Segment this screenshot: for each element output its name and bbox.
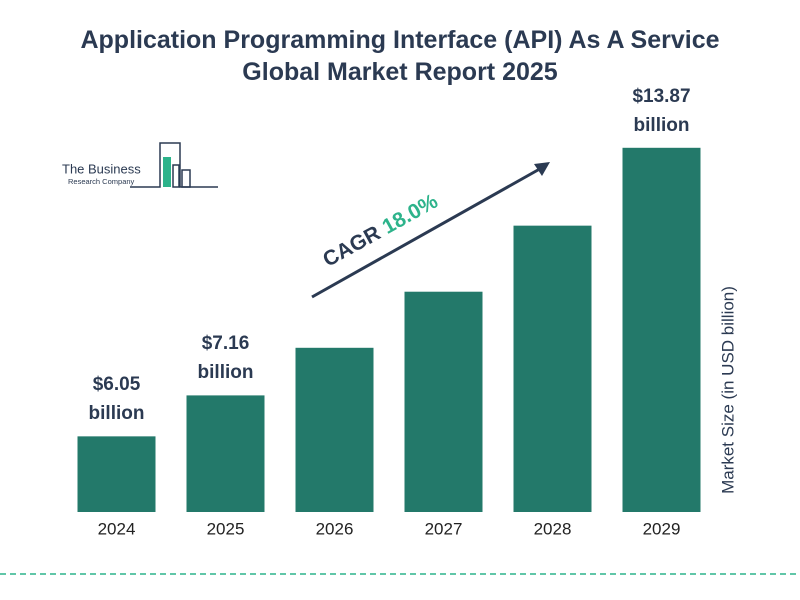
x-tick-label: 2026 xyxy=(316,519,354,538)
x-tick-label: 2025 xyxy=(207,519,245,538)
x-tick-label: 2029 xyxy=(643,519,681,538)
bar xyxy=(404,291,483,512)
bar xyxy=(295,347,374,512)
logo: The Business Research Company xyxy=(62,142,218,188)
bar xyxy=(513,225,592,512)
logo-line1: The Business xyxy=(62,161,141,176)
value-label: $6.05 billion xyxy=(88,374,145,425)
cagr-arrowhead xyxy=(534,162,550,176)
logo-line2: Research Company xyxy=(68,177,135,186)
bar xyxy=(77,436,156,512)
value-label: $7.16 billion xyxy=(197,333,254,384)
chart-title: Application Programming Interface (API) … xyxy=(80,26,720,86)
x-tick-label: 2028 xyxy=(534,519,572,538)
cagr-arrow xyxy=(311,164,546,299)
y-axis-label: Market Size (in USD billion) xyxy=(718,286,737,494)
cagr-label: CAGR xyxy=(319,221,384,271)
bar xyxy=(622,147,701,512)
bar xyxy=(186,395,265,512)
x-tick-label: 2027 xyxy=(425,519,463,538)
value-label: $13.87 billion xyxy=(632,85,691,136)
x-tick-label: 2024 xyxy=(98,519,136,538)
